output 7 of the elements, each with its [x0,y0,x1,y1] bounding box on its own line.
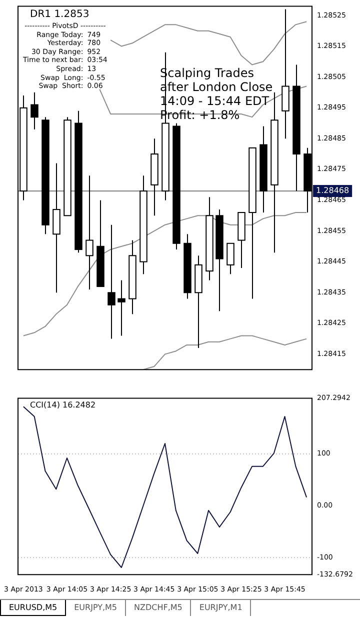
text: NZDCHF,M5 [126,600,192,616]
text: EURJPY,M5 [66,600,126,616]
text: EURJPY,M1 [191,600,252,616]
text: EURUSD,M5 [0,600,66,616]
ref-line-label: 1.28468 [316,186,350,196]
chart-title: DR1 1.2853 [30,8,90,20]
chart-title: CCI(14) 16.2482 [30,400,96,410]
